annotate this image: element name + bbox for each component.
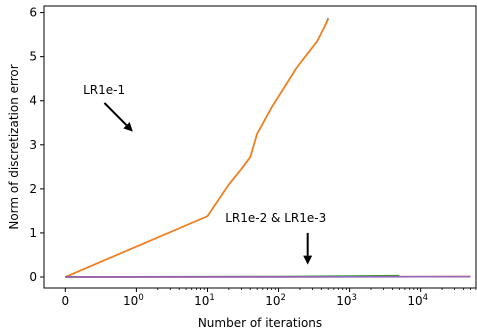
series-line-2 bbox=[65, 18, 329, 278]
annotation-label-2: LR1e-2 & LR1e-3 bbox=[225, 211, 326, 225]
x-tick-label: 102 bbox=[265, 293, 286, 308]
x-tick-exponent: 3 bbox=[352, 293, 357, 303]
y-tick-label: 0 bbox=[29, 270, 37, 284]
x-tick-label: 104 bbox=[407, 293, 428, 308]
y-tick-label: 1 bbox=[29, 226, 37, 240]
plot-lines bbox=[65, 18, 471, 278]
annotation-label-1: LR1e-1 bbox=[83, 83, 125, 97]
x-tick-label: 103 bbox=[336, 293, 357, 308]
x-tick-label: 0 bbox=[62, 294, 70, 308]
annotations: LR1e-1 LR1e-2 & LR1e-3 bbox=[83, 83, 326, 265]
x-tick-exponent: 0 bbox=[138, 293, 143, 303]
y-tick-label: 3 bbox=[29, 138, 37, 152]
series-line-1 bbox=[65, 18, 329, 278]
x-tick-label: 100 bbox=[123, 293, 144, 308]
x-axis-label: Number of iterations bbox=[198, 316, 322, 330]
x-tick-exponent: 4 bbox=[423, 293, 428, 303]
x-tick-label: 101 bbox=[194, 293, 215, 308]
annotation-arrowhead-2 bbox=[303, 255, 313, 265]
annotation-arrow-1 bbox=[103, 102, 128, 126]
y-axis-label: Norm of discretization error bbox=[7, 64, 21, 229]
x-tick-exponent: 2 bbox=[280, 293, 285, 303]
x-tick-exponent: 1 bbox=[209, 293, 214, 303]
y-tick-label: 4 bbox=[29, 94, 37, 108]
x-axis: 0 100 101 102 103 104 bbox=[62, 288, 477, 308]
y-tick-label: 2 bbox=[29, 182, 37, 196]
y-axis: 0 1 2 3 4 5 6 bbox=[29, 6, 44, 284]
annotation-arrowhead-1 bbox=[123, 122, 133, 132]
plot-frame bbox=[43, 5, 477, 289]
y-tick-label: 5 bbox=[29, 50, 37, 64]
y-tick-label: 6 bbox=[29, 6, 37, 20]
